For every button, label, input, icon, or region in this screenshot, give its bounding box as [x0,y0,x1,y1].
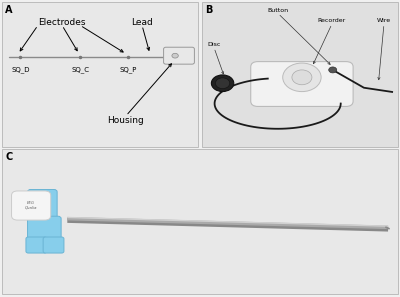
Text: Electrodes: Electrodes [38,18,86,27]
Circle shape [211,75,234,91]
Text: SQ_P: SQ_P [119,67,137,73]
Text: Disc: Disc [207,42,221,47]
FancyBboxPatch shape [43,237,64,253]
Text: EEG
Qualia: EEG Qualia [24,201,37,209]
FancyBboxPatch shape [28,216,61,242]
Text: SQ_C: SQ_C [71,67,89,73]
Circle shape [329,67,337,73]
Text: Lead: Lead [131,18,153,27]
Circle shape [172,53,178,58]
Bar [2,2,198,147]
Bar [2,149,398,294]
Text: A: A [5,5,13,15]
Text: Button: Button [268,8,288,13]
FancyBboxPatch shape [28,189,57,222]
FancyBboxPatch shape [164,47,194,64]
Text: B: B [205,5,212,15]
FancyBboxPatch shape [12,191,51,220]
Bar [202,2,398,147]
Text: Recorder: Recorder [318,18,346,23]
Circle shape [215,78,230,89]
FancyBboxPatch shape [26,237,47,253]
FancyBboxPatch shape [251,61,353,106]
Text: SQ_D: SQ_D [12,67,30,73]
Circle shape [283,63,321,91]
Text: Wire: Wire [377,18,391,23]
Text: Housing: Housing [108,116,144,125]
Circle shape [292,70,312,85]
Text: C: C [5,152,12,162]
